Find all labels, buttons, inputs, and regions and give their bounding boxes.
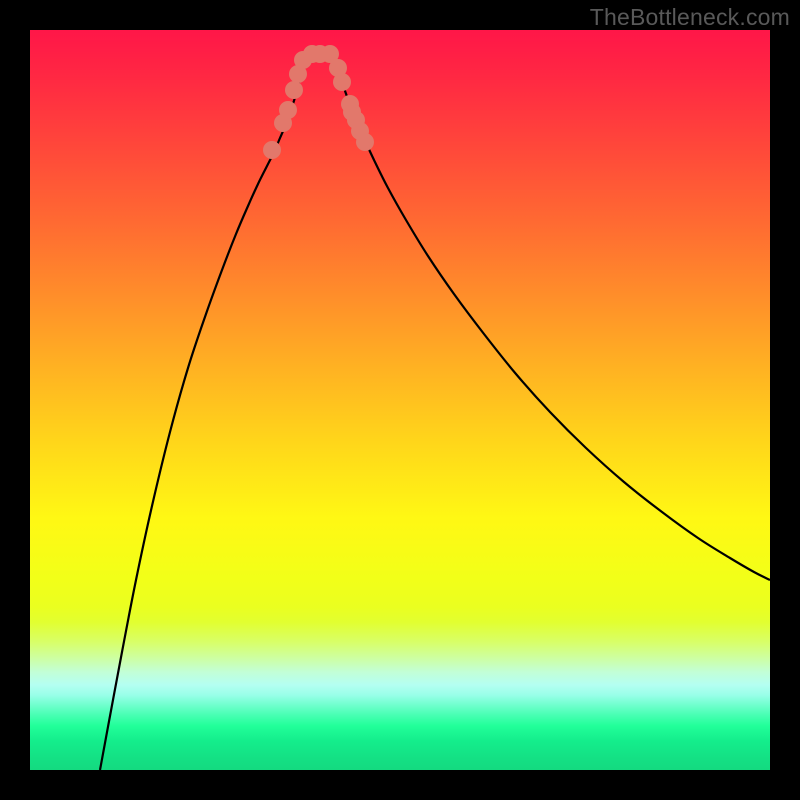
data-marker [343,103,361,121]
data-marker [333,73,351,91]
chart-frame: TheBottleneck.com [0,0,800,800]
watermark-text: TheBottleneck.com [590,4,790,31]
data-marker [356,133,374,151]
data-marker [263,141,281,159]
data-marker [285,81,303,99]
data-marker [279,101,297,119]
bottleneck-curve-chart [0,0,800,800]
